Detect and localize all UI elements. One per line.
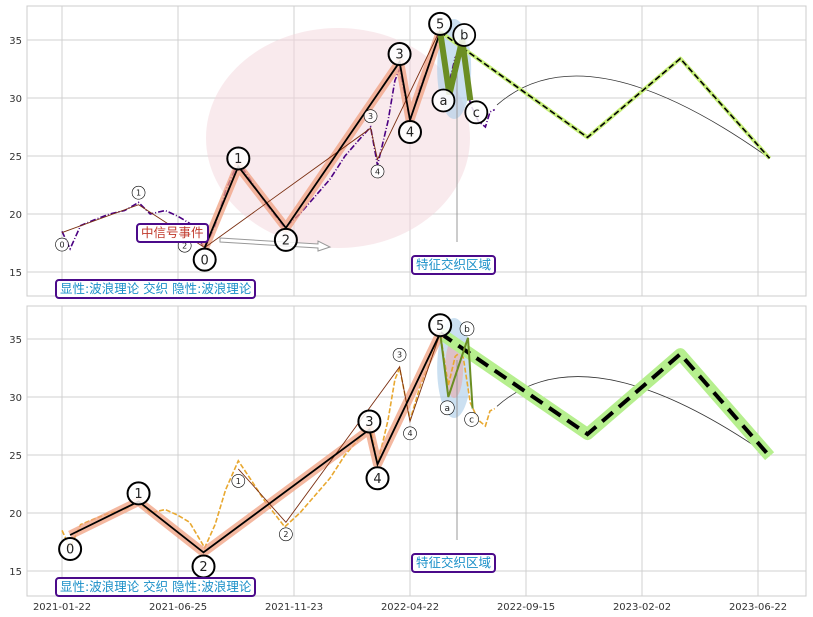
top-projection-line [439,31,771,159]
x-tick-label: 2021-06-25 [149,602,207,613]
major-wave-label-text: 2 [199,560,207,575]
signal-event-label: 中信号事件 [136,223,209,243]
y-tick-label: 30 [9,393,22,404]
correction-label-c-text: c [473,106,480,121]
correction-label-a-text: a [445,404,451,414]
x-tick-label: 2022-09-15 [497,602,555,613]
minor-wave-label-text: 4 [375,167,380,176]
y-tick-label: 20 [9,509,22,520]
correction-label-a-circle [439,400,455,416]
bottom-abc-correction-line [439,333,474,409]
major-wave-label-text: 5 [436,18,444,33]
correction-label-b-circle [459,321,475,337]
minor-wave-label-text: 4 [407,429,412,438]
minor-wave-label-text: 2 [283,530,288,539]
major-wave-label-circle [58,537,83,562]
bottom-minor-wave-line [237,333,441,524]
major-wave-label-text: 3 [365,415,373,430]
minor-wave-label-circle [131,185,146,200]
x-tick-label: 2022-04-22 [381,602,439,613]
major-wave-label-text: 3 [395,48,403,63]
y-tick-label: 25 [9,451,22,462]
correction-label-a-circle [431,88,456,113]
minor-wave-label-text: 0 [59,240,64,249]
top-major-wave-line [203,31,442,248]
major-wave-label-circle [387,42,412,67]
y-tick-label: 35 [9,335,22,346]
major-wave-label-circle [126,481,151,506]
y-tick-label: 20 [9,210,22,221]
major-wave-label-circle [273,227,298,252]
major-wave-label-circle [365,466,390,491]
top-minor-wave-line [61,29,441,249]
correction-label-b-text: b [460,29,468,44]
y-tick-label: 30 [9,94,22,105]
y-tick-label: 15 [9,567,22,578]
minor-wave-label-text: 1 [236,477,241,486]
minor-wave-label-text: 2 [182,242,187,251]
top-legend-box: 显性:波浪理论 交织 隐性:波浪理论 [55,279,257,299]
minor-wave-label-text: 3 [397,351,402,360]
top-abc-correction-line [437,31,474,101]
x-tick-label: 2023-02-02 [613,602,671,613]
major-wave-label-text: 5 [436,319,444,334]
y-tick-label: 15 [9,268,22,279]
minor-wave-label-circle [392,348,407,362]
minor-wave-label-circle [363,109,378,123]
major-wave-label-text: 0 [201,253,209,268]
minor-wave-label-text: 3 [368,112,373,121]
y-tick-label: 35 [9,36,22,47]
major-wave-label-circle [428,313,453,338]
major-wave-label-text: 1 [134,487,142,502]
minor-wave-label-circle [231,474,246,488]
correction-label-b-text: b [464,325,470,335]
major-wave-label-text: 4 [373,472,381,487]
x-tick-label: 2023-06-22 [729,602,787,613]
correction-label-c-circle [464,412,479,427]
major-wave-label-text: 4 [406,126,414,141]
major-wave-label-circle [428,11,453,36]
bottom-price-series [61,332,496,550]
y-tick-label: 25 [9,152,22,163]
major-wave-label-text: 0 [66,543,74,558]
minor-wave-label-circle [370,164,385,179]
top-zone-label: 特征交织区域 [411,255,497,275]
correction-label-c-text: c [469,416,474,426]
correction-label-c-circle [464,100,489,125]
major-wave-label-circle [192,247,217,272]
minor-wave-label-circle [279,527,293,542]
minor-wave-label-circle [55,237,69,252]
major-wave-label-circle [398,120,422,145]
major-wave-label-text: 2 [282,234,290,249]
bottom-legend-box: 显性:波浪理论 交织 隐性:波浪理论 [55,577,257,597]
x-tick-label: 2021-01-22 [33,602,91,613]
bottom-zone-label: 特征交织区域 [411,553,497,573]
correction-label-b-circle [452,23,477,47]
major-wave-label-circle [226,146,251,171]
minor-wave-label-text: 1 [136,189,141,198]
correction-label-a-text: a [439,94,447,109]
bottom-major-wave-line [69,332,442,554]
major-wave-label-text: 1 [234,152,242,167]
major-wave-label-circle [357,409,382,434]
bottom-projection-line [439,331,772,458]
minor-wave-label-circle [403,426,417,441]
x-tick-label: 2021-11-23 [265,602,323,613]
